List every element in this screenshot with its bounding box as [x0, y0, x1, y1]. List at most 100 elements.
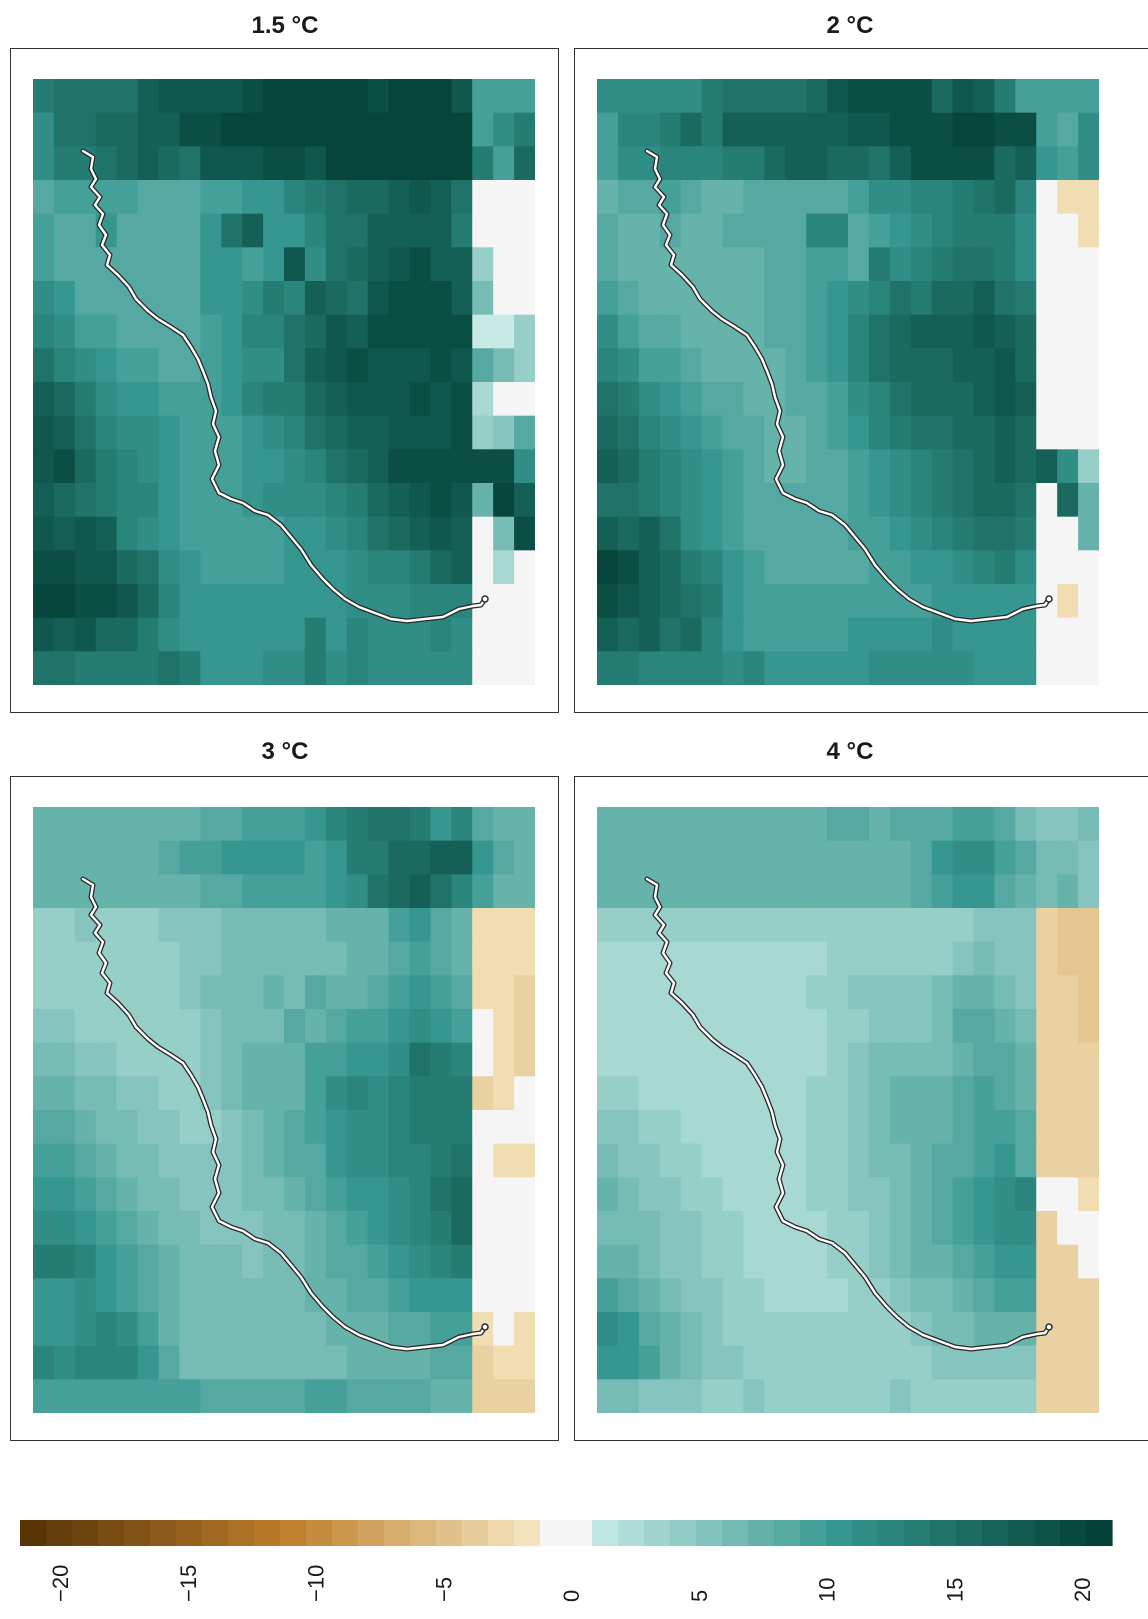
heatmap-cell: [994, 840, 1016, 875]
heatmap-cell: [764, 180, 786, 215]
river-mouth: [481, 1323, 489, 1331]
heatmap-cell: [638, 584, 661, 619]
heatmap-cell: [659, 1244, 682, 1279]
heatmap-cell: [430, 584, 452, 619]
heatmap-cell: [701, 975, 724, 1010]
heatmap-cell: [743, 213, 765, 248]
heatmap-cell: [179, 1076, 201, 1111]
heatmap-cell: [116, 908, 139, 943]
heatmap-cell: [952, 840, 975, 875]
heatmap-cell: [409, 415, 432, 450]
heatmap-cell: [451, 1244, 473, 1279]
heatmap-cell: [952, 1345, 975, 1380]
heatmap-cell: [514, 1076, 535, 1111]
heatmap-cell: [451, 908, 473, 943]
heatmap-cell: [1036, 281, 1058, 316]
heatmap-cell: [179, 415, 201, 450]
heatmap-cell: [910, 908, 933, 943]
heatmap-cell: [137, 382, 160, 417]
heatmap-cell: [1036, 415, 1058, 450]
heatmap-cell: [263, 314, 285, 349]
heatmap-panel-2: [597, 79, 1099, 685]
heatmap-cell: [200, 1244, 222, 1279]
heatmap-cell: [638, 348, 661, 383]
heatmap-cell: [74, 449, 97, 484]
heatmap-cell: [430, 112, 452, 147]
heatmap-cell: [451, 874, 473, 909]
heatmap-cell: [53, 112, 76, 147]
heatmap-cell: [868, 180, 891, 215]
heatmap-cell: [1057, 213, 1079, 248]
heatmap-cell: [367, 415, 390, 450]
heatmap-cell: [617, 79, 640, 114]
heatmap-cell: [701, 449, 724, 484]
heatmap-cell: [33, 1110, 55, 1145]
heatmap-cell: [367, 1042, 390, 1077]
heatmap-cell: [388, 1110, 411, 1145]
heatmap-cell: [263, 213, 285, 248]
heatmap-cell: [785, 382, 807, 417]
heatmap-cell: [617, 247, 640, 282]
heatmap-cell: [1078, 213, 1099, 248]
heatmap-cell: [346, 180, 369, 215]
heatmap-cell: [722, 1244, 745, 1279]
heatmap-cell: [785, 247, 807, 282]
heatmap-cell: [493, 807, 515, 842]
heatmap-cell: [597, 1312, 619, 1347]
heatmap-cell: [74, 1345, 97, 1380]
heatmap-cell: [95, 617, 118, 652]
colorbar-tick-label: −5: [431, 1577, 456, 1602]
heatmap-cell: [116, 382, 139, 417]
colorbar-segment: [670, 1520, 697, 1546]
heatmap-cell: [514, 449, 535, 484]
heatmap-cell: [53, 247, 76, 282]
heatmap-cell: [638, 247, 661, 282]
heatmap-cell: [910, 483, 933, 518]
heatmap-cell: [868, 1009, 891, 1044]
heatmap-cell: [827, 550, 849, 585]
heatmap-cell: [973, 1143, 996, 1178]
heatmap-cell: [785, 550, 807, 585]
heatmap-cell: [1036, 651, 1058, 685]
heatmap-cell: [409, 1177, 432, 1212]
heatmap-cell: [33, 975, 55, 1010]
heatmap-cell: [346, 874, 369, 909]
heatmap-cell: [53, 180, 76, 215]
heatmap-cell: [514, 79, 535, 114]
heatmap-panel-4: [597, 807, 1099, 1413]
heatmap-cell: [514, 617, 535, 652]
heatmap-cell: [638, 213, 661, 248]
heatmap-cell: [430, 1278, 452, 1313]
heatmap-cell: [889, 1312, 912, 1347]
heatmap-cell: [514, 180, 535, 215]
heatmap-cell: [931, 617, 954, 652]
heatmap-cell: [889, 449, 912, 484]
heatmap-cell: [116, 941, 139, 976]
heatmap-cell: [1078, 112, 1099, 147]
heatmap-cell: [1015, 112, 1037, 147]
heatmap-cell: [910, 1211, 933, 1246]
heatmap-cell: [827, 1177, 849, 1212]
heatmap-cell: [74, 112, 97, 147]
heatmap-cell: [242, 415, 264, 450]
heatmap-cell: [785, 516, 807, 551]
heatmap-cell: [200, 908, 222, 943]
heatmap-cell: [179, 584, 201, 619]
heatmap-cell: [74, 281, 97, 316]
heatmap-cell: [868, 617, 891, 652]
heatmap-cell: [952, 1211, 975, 1246]
heatmap-cell: [931, 840, 954, 875]
heatmap-cell: [701, 584, 724, 619]
heatmap-cell: [743, 908, 765, 943]
heatmap-cell: [200, 975, 222, 1010]
heatmap-cell: [659, 1143, 682, 1178]
heatmap-cell: [1057, 1009, 1079, 1044]
heatmap-cell: [493, 941, 515, 976]
heatmap-cell: [597, 348, 619, 383]
heatmap-cell: [137, 1244, 160, 1279]
heatmap-cell: [952, 348, 975, 383]
heatmap-cell: [74, 1042, 97, 1077]
heatmap-cell: [472, 314, 494, 349]
heatmap-cell: [994, 213, 1016, 248]
heatmap-cell: [1078, 382, 1099, 417]
